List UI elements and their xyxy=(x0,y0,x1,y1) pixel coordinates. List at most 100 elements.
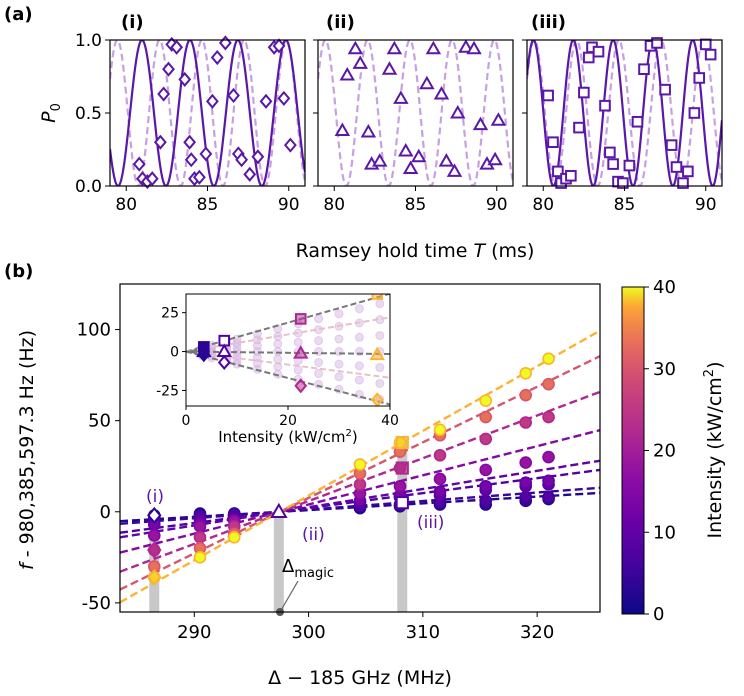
y-tick-label: 1.0 xyxy=(75,31,102,51)
colorbar-label: Intensity (kW/cm2) xyxy=(702,362,726,539)
data-point xyxy=(218,35,232,51)
y-tick-label: 100 xyxy=(77,320,111,341)
data-point xyxy=(604,146,616,159)
panel-b-label: (b) xyxy=(4,261,33,282)
data-point xyxy=(438,153,455,167)
marker-label-iii: (iii) xyxy=(417,513,444,533)
faded-point xyxy=(375,299,385,309)
data-point xyxy=(393,479,407,493)
data-point xyxy=(425,40,442,55)
faded-point xyxy=(314,347,324,357)
data-point xyxy=(433,448,447,462)
data-point xyxy=(184,152,198,168)
data-point xyxy=(450,104,466,119)
data-point xyxy=(353,458,367,471)
data-point xyxy=(519,456,533,469)
data-point xyxy=(479,494,493,508)
highlight-marker xyxy=(395,461,409,475)
data-point xyxy=(157,86,171,102)
inset-point xyxy=(369,346,385,361)
data-point xyxy=(339,67,355,81)
data-point xyxy=(542,490,555,504)
data-point xyxy=(210,49,224,66)
data-point xyxy=(132,156,146,172)
panel-a-ylabel-sub: 0 xyxy=(49,103,64,111)
inset-fit-line xyxy=(186,350,390,406)
data-point xyxy=(487,151,503,166)
data-point xyxy=(542,89,554,102)
data-point xyxy=(466,40,482,55)
panel-a-ylabel-var: P xyxy=(38,111,60,123)
y-tick-label: 0 xyxy=(100,502,111,523)
reference-curve xyxy=(318,40,513,186)
data-point xyxy=(347,40,364,55)
data-point xyxy=(519,388,533,402)
faded-point xyxy=(273,347,283,357)
x-tick-label: 90 xyxy=(278,195,300,215)
data-point xyxy=(659,83,671,96)
inset-xlabel-pre: Intensity (kW/cm xyxy=(218,428,345,446)
data-point xyxy=(519,366,533,380)
data-point xyxy=(479,432,493,446)
faded-point xyxy=(273,354,283,364)
data-point xyxy=(542,474,555,488)
data-point xyxy=(599,99,611,112)
subplot-i: 80 85 90 0.0 0.5 1.0 xyxy=(75,31,306,215)
panel-a-label: (a) xyxy=(4,4,33,25)
data-point xyxy=(334,122,351,137)
faded-point xyxy=(273,339,283,349)
data-point xyxy=(372,153,388,167)
panel-a-ylabel: P0 xyxy=(38,103,64,123)
data-point xyxy=(699,38,712,51)
data-point xyxy=(542,377,555,391)
data-point xyxy=(193,530,207,544)
data-point xyxy=(578,86,590,99)
subplot-iii-label: (iii) xyxy=(531,12,566,33)
highlight-marker xyxy=(395,435,409,450)
inset-point xyxy=(196,343,212,358)
faded-point xyxy=(314,336,324,346)
data-point xyxy=(573,121,585,134)
data-point xyxy=(490,112,507,126)
data-point xyxy=(381,61,398,75)
faded-point xyxy=(314,357,324,367)
data-point xyxy=(479,479,493,493)
data-point xyxy=(582,51,595,64)
data-point xyxy=(519,416,533,429)
data-point xyxy=(183,134,197,150)
data-point xyxy=(393,90,409,104)
data-point xyxy=(199,146,213,162)
inset-xlabel-sup: 2 xyxy=(346,428,352,439)
inset-point xyxy=(294,378,308,394)
magic-label-main: Δ xyxy=(282,556,295,577)
faded-point xyxy=(375,331,385,341)
highlight-marker xyxy=(147,506,162,524)
data-point xyxy=(433,423,447,437)
data-point xyxy=(433,472,447,486)
data-point xyxy=(479,463,493,477)
data-point xyxy=(193,520,207,533)
data-point xyxy=(542,410,555,424)
faded-point xyxy=(354,304,364,314)
axes-frame xyxy=(119,283,601,613)
faded-point xyxy=(293,365,303,375)
data-point xyxy=(360,123,377,138)
faded-point xyxy=(314,368,324,378)
y-tick-label: -50 xyxy=(82,593,111,614)
data-point xyxy=(479,394,493,407)
colorbar xyxy=(621,286,645,615)
faded-point xyxy=(293,337,303,347)
data-point xyxy=(565,169,577,182)
inset-y-tick-label: 0 xyxy=(170,345,179,361)
x-tick-label: 90 xyxy=(695,195,717,215)
data-point xyxy=(479,410,493,424)
plot-area xyxy=(120,329,600,612)
magic-label: Δmagic xyxy=(282,556,334,581)
data-point xyxy=(243,166,257,182)
colorbar-tick-label: 10 xyxy=(653,522,676,543)
data-point xyxy=(542,352,555,366)
data-point xyxy=(458,39,474,53)
x-tick-label: 310 xyxy=(406,622,440,643)
data-point xyxy=(433,485,447,499)
